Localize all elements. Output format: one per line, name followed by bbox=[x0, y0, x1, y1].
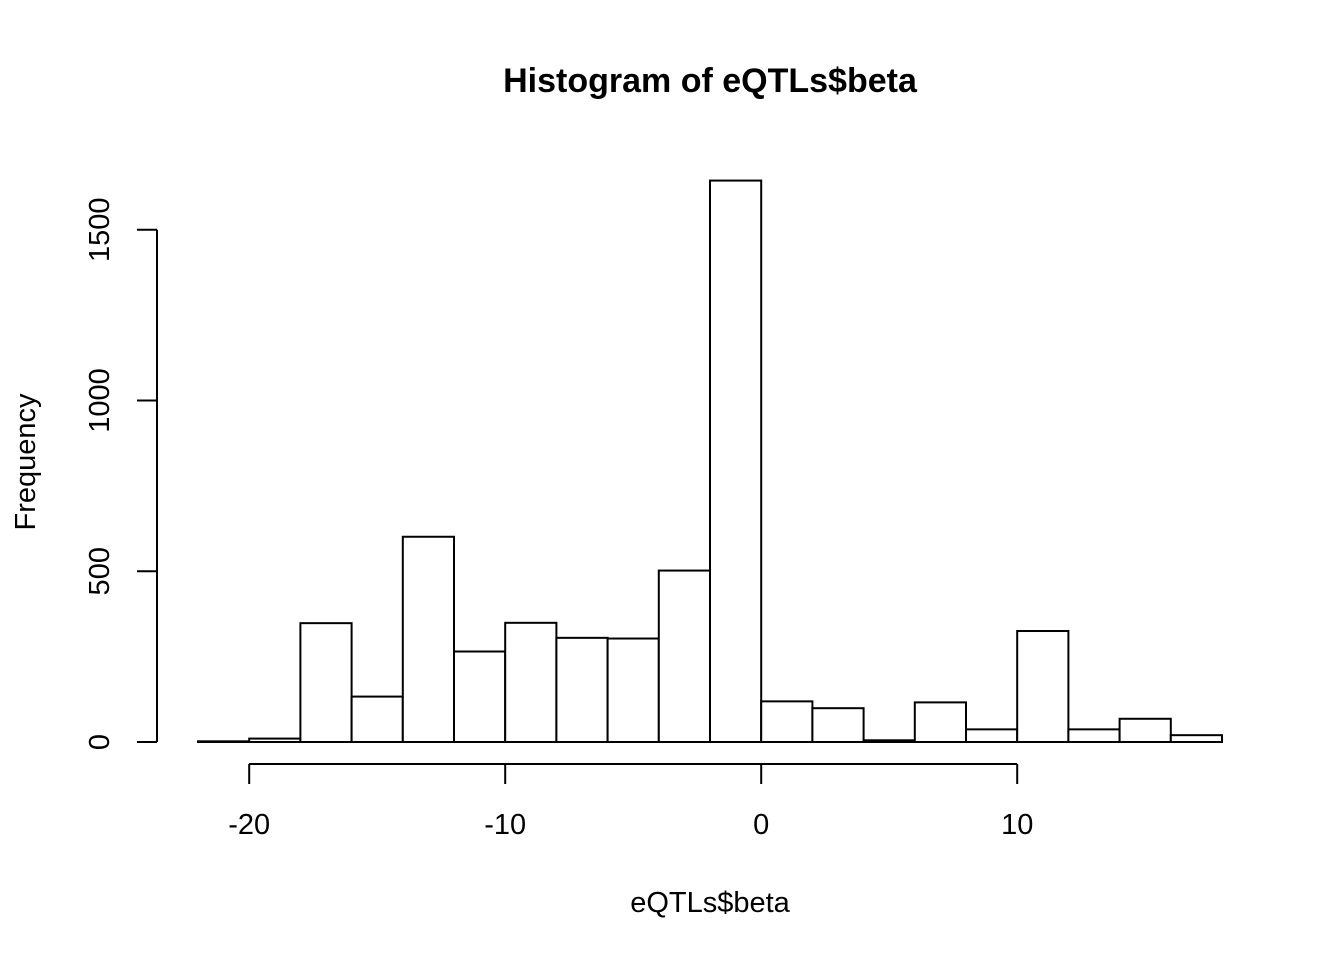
histogram-bar bbox=[965, 728, 1019, 744]
y-tick-label: 500 bbox=[84, 547, 116, 595]
y-tick-label: 0 bbox=[84, 734, 116, 750]
histogram-bar bbox=[913, 701, 967, 743]
x-tick-label: 0 bbox=[753, 809, 769, 841]
y-tick-label: 1000 bbox=[84, 368, 116, 433]
histogram-bar bbox=[862, 739, 916, 743]
histogram-bar bbox=[197, 740, 251, 744]
x-tick-label: -10 bbox=[484, 809, 526, 841]
histogram-bar bbox=[555, 636, 609, 744]
y-axis: 0 500 1000 1500 bbox=[84, 197, 158, 750]
histogram-bars bbox=[197, 179, 1224, 744]
x-tick-label: 10 bbox=[1001, 809, 1033, 841]
histogram-bar bbox=[657, 569, 711, 744]
histogram-bar bbox=[299, 622, 353, 744]
histogram-bar bbox=[504, 621, 558, 744]
histogram-bar bbox=[606, 637, 660, 744]
y-tick-label: 1500 bbox=[84, 197, 116, 262]
chart-title: Histogram of eQTLs$beta bbox=[503, 62, 918, 100]
histogram-bar bbox=[248, 737, 302, 744]
histogram-bar bbox=[1016, 630, 1070, 744]
y-axis-label: Frequency bbox=[10, 393, 42, 531]
histogram-bar bbox=[811, 707, 865, 744]
histogram-bar bbox=[401, 535, 455, 743]
histogram-bar bbox=[350, 695, 404, 744]
histogram-bar bbox=[1118, 717, 1172, 744]
histogram-bar bbox=[1169, 734, 1224, 743]
x-tick-label: -20 bbox=[228, 809, 270, 841]
x-axis: -20 -10 0 10 bbox=[228, 763, 1033, 841]
histogram-bar bbox=[709, 179, 763, 744]
x-axis-label: eQTLs$beta bbox=[630, 887, 790, 919]
histogram-bar bbox=[453, 650, 507, 743]
histogram-bar bbox=[760, 700, 814, 744]
histogram-bar bbox=[1067, 728, 1121, 744]
